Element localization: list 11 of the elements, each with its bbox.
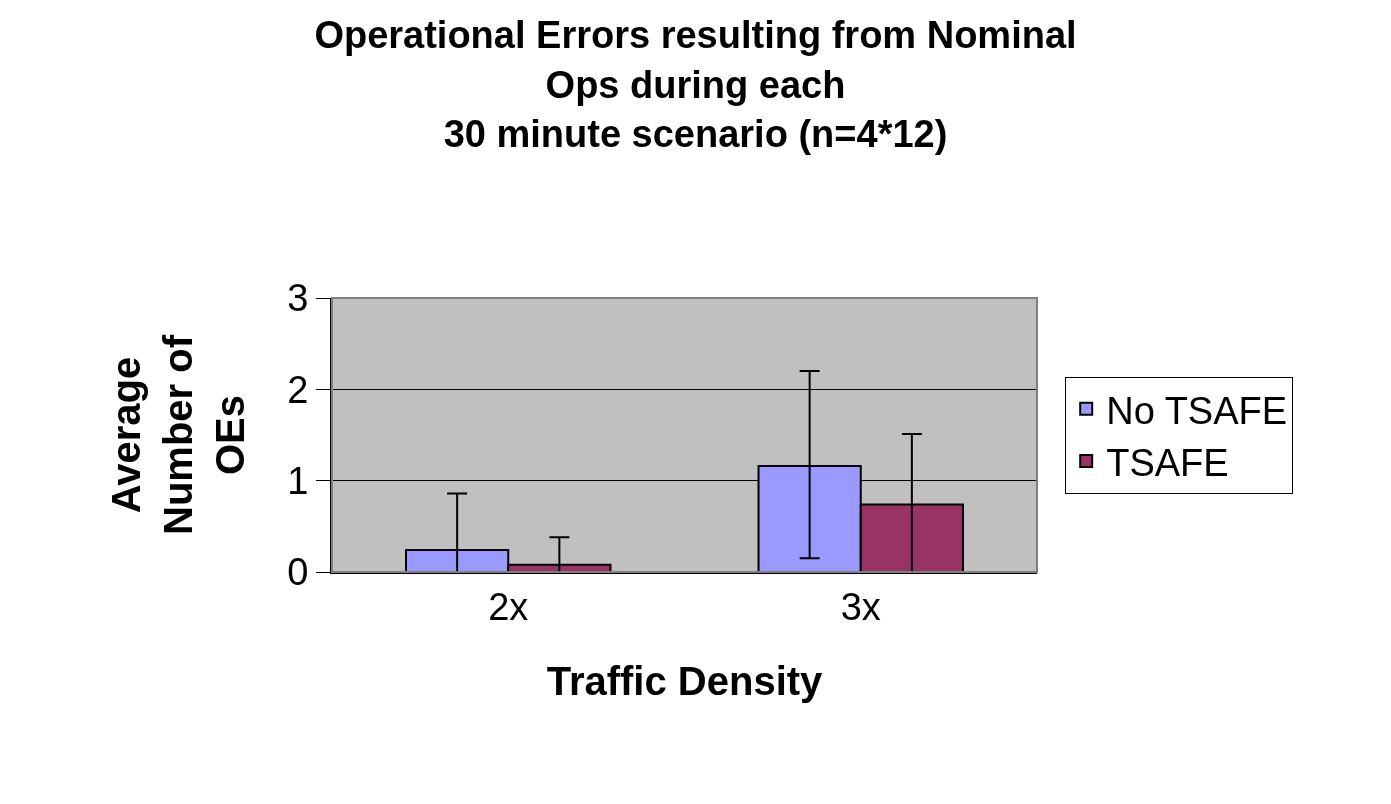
y-tick-label: 2 (287, 368, 309, 411)
x-tick-label: 2x (488, 585, 529, 628)
y-tick-label: 0 (287, 551, 309, 594)
y-tick-label: 3 (287, 277, 309, 320)
chart-title: Operational Errors resulting from Nominal Ops during each 30 minute scenario (n=4*12) (314, 14, 1077, 156)
x-tick-label: 3x (840, 585, 881, 628)
legend-label: No TSAFE (1106, 389, 1288, 432)
y-tick-label: 1 (287, 459, 309, 502)
x-axis-title: Traffic Density (546, 658, 824, 703)
y-axis-title: Average Number of OEs (104, 334, 253, 535)
legend-label: TSAFE (1106, 441, 1229, 484)
